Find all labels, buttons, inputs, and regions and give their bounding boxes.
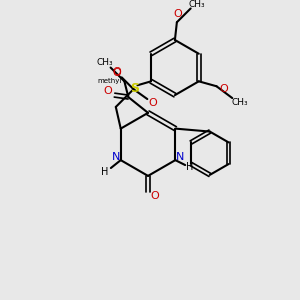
Text: O: O xyxy=(103,86,112,96)
Text: O: O xyxy=(112,68,121,78)
Text: O: O xyxy=(151,190,159,201)
Text: O: O xyxy=(112,68,121,77)
Text: O: O xyxy=(173,9,182,19)
Text: O: O xyxy=(219,84,228,94)
Text: N: N xyxy=(112,152,120,162)
Text: O: O xyxy=(148,98,157,108)
Text: H: H xyxy=(101,167,109,177)
Text: methyl: methyl xyxy=(98,78,122,84)
Text: CH₃: CH₃ xyxy=(188,0,205,9)
Text: N: N xyxy=(176,152,184,162)
Text: S: S xyxy=(130,82,139,95)
Text: H: H xyxy=(186,162,194,172)
Text: CH₃: CH₃ xyxy=(96,58,113,67)
Text: CH₃: CH₃ xyxy=(232,98,248,107)
